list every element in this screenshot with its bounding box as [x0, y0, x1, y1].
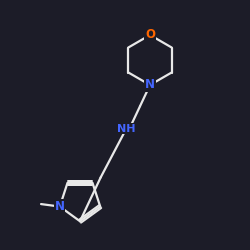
Text: NH: NH — [117, 124, 136, 134]
Text: O: O — [145, 28, 155, 42]
Text: N: N — [145, 78, 155, 92]
Text: N: N — [55, 200, 65, 213]
